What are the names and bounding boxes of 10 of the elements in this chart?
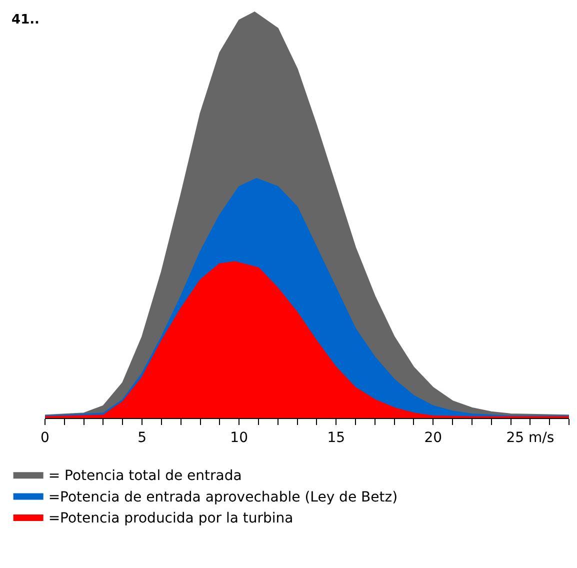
x-tick-label: 10 xyxy=(230,430,248,446)
legend-label: =Potencia producida por la turbina xyxy=(48,510,294,526)
chart-title: 41.. xyxy=(12,12,40,28)
x-tick-label: 0 xyxy=(40,430,50,446)
legend-label: = Potencia total de entrada xyxy=(48,468,242,484)
x-tick-label: 15 xyxy=(327,430,346,446)
legend-label: =Potencia de entrada aprovechable (Ley de Betz) xyxy=(48,489,398,506)
x-tick-label: 25 m/s xyxy=(506,430,554,446)
x-tick-label: 5 xyxy=(138,430,146,446)
x-tick-label: 20 xyxy=(424,430,442,446)
